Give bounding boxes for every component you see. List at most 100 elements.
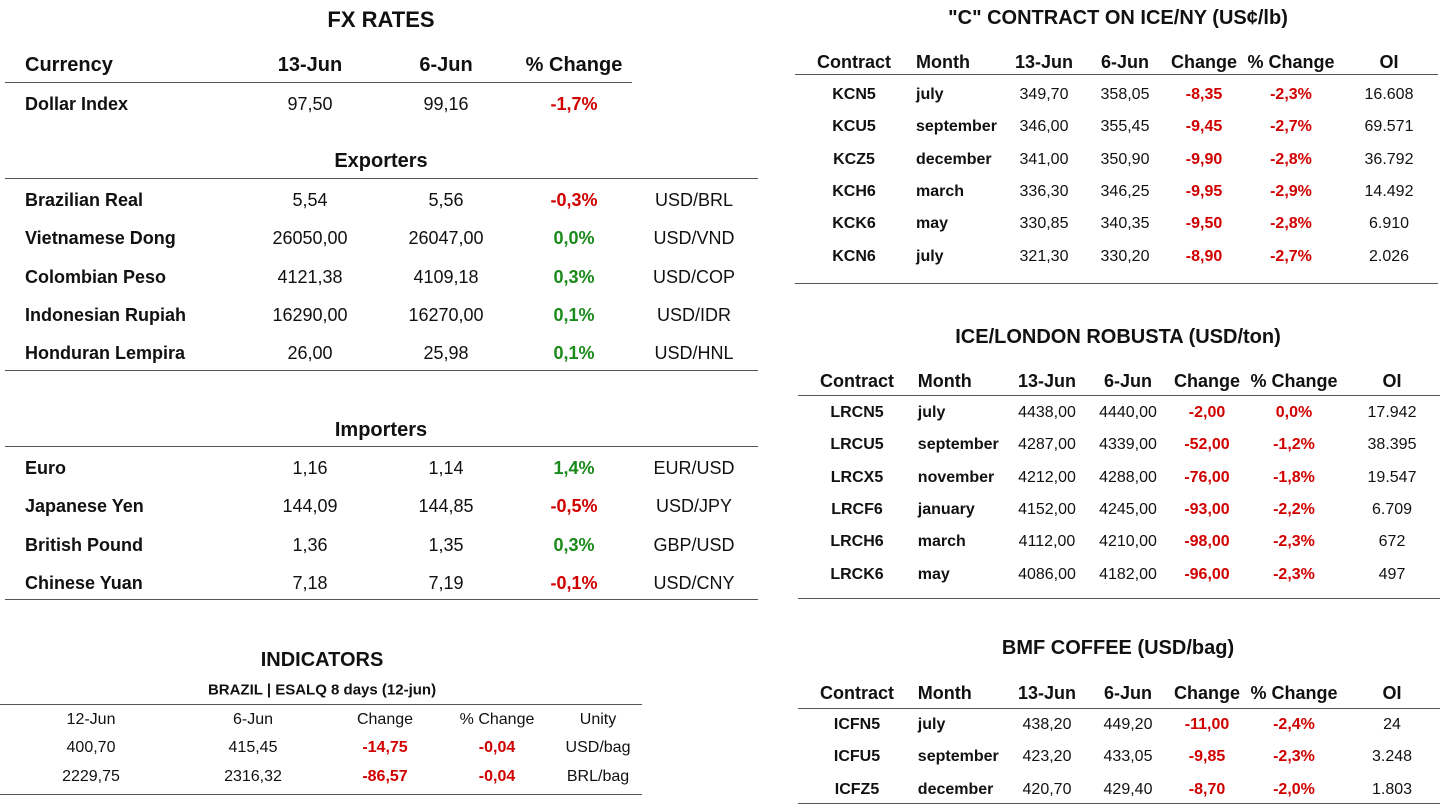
section-title: "C" CONTRACT ON ICE/NY (US¢/lb) [948,7,1288,29]
column-header: 13-Jun [277,54,343,76]
cell: july [917,716,946,733]
cell: -8,90 [1185,247,1223,265]
rule [798,598,1440,599]
cell: 1,35 [428,534,464,555]
cell: 144,85 [418,496,474,517]
cell: -9,45 [1185,118,1223,136]
cell: 4112,00 [1018,533,1076,551]
cell: 99,16 [423,94,469,114]
column-header: Change [1173,683,1241,703]
cell: 415,45 [228,739,278,756]
group-title: Importers [334,419,428,441]
group-title: Exporters [334,150,428,172]
cell: 349,70 [1019,86,1069,103]
cell: 4288,00 [1099,468,1157,486]
column-header: Contract [819,371,895,391]
cell: -2,3% [1273,533,1315,551]
cell: 26,00 [287,343,333,364]
column-header: 6-Jun [1100,52,1150,72]
cell: september [916,118,997,136]
cell: january [917,500,975,518]
column-header: 13-Jun [1014,52,1074,72]
cell: -9,95 [1185,182,1223,200]
column-header: Change [1173,371,1241,391]
cell: 346,00 [1019,118,1069,136]
cell: 336,30 [1019,182,1069,200]
cell: 4109,18 [413,266,479,287]
cell: 330,85 [1019,215,1069,233]
row-label: KCN6 [832,247,876,265]
column-header: OI [1382,683,1402,703]
row-label: LRCU5 [830,436,884,454]
cell: -2,7% [1270,118,1312,136]
cell: 4121,38 [277,266,343,287]
cell: 2.026 [1368,247,1410,265]
cell: november [917,468,995,486]
rule [795,74,1438,75]
column-header: 6-Jun [419,54,473,76]
cell: 497 [1378,565,1406,583]
column-header: Contract [819,683,895,703]
cell: 3.248 [1371,748,1413,766]
cell: -96,00 [1184,565,1230,583]
row-label: Chinese Yuan [25,572,143,593]
cell: 340,35 [1100,215,1150,233]
cell: 0,3% [553,534,595,555]
cell: USD/HNL [654,343,734,364]
rule [5,599,758,600]
cell: march [916,182,965,200]
cell: 24 [1383,716,1401,733]
cell: 36.792 [1364,150,1414,168]
row-label: KCK6 [832,215,876,233]
cell: 4182,00 [1099,565,1157,583]
cell: 358,05 [1100,86,1150,103]
rule [5,446,758,447]
rule [798,395,1440,396]
column-header: Unity [579,711,617,728]
cell: 4287,00 [1018,436,1076,454]
cell: -0,04 [478,739,516,756]
cell: 4086,00 [1018,565,1076,583]
row-label: ICFU5 [833,748,881,766]
cell: 1,36 [292,534,328,555]
row-label: LRCK6 [830,565,884,583]
column-header: Currency [25,54,113,76]
cell: GBP/USD [653,534,735,555]
cell: USD/CNY [653,572,735,593]
cell: USD/JPY [655,496,733,517]
cell: may [917,565,950,583]
column-header: Month [917,371,972,391]
cell: july [917,404,946,421]
cell: 0,0% [1275,404,1313,421]
cell: 420,70 [1022,780,1072,798]
section-title: INDICATORS [260,649,384,671]
column-header: 12-Jun [66,711,116,728]
cell: 26047,00 [408,228,484,249]
cell: -86,57 [362,768,408,785]
rule [5,82,632,83]
cell: -2,4% [1273,716,1315,733]
section-subtitle: BRAZIL | ESALQ 8 days (12-jun) [207,681,437,699]
cell: 38.395 [1367,436,1417,454]
row-label: Euro [25,458,67,478]
rule [798,708,1440,709]
cell: 6.910 [1368,215,1410,233]
cell: december [916,150,992,168]
cell: -2,8% [1270,215,1312,233]
cell: july [916,86,944,103]
cell: 26050,00 [272,228,348,249]
column-header: OI [1382,371,1402,391]
column-header: Change [356,711,414,728]
row-label: LRCF6 [831,500,883,518]
cell: -2,0% [1273,780,1315,798]
rule [5,178,758,179]
cell: -0,5% [550,496,598,517]
rule [798,803,1440,804]
row-label: LRCH6 [830,533,884,551]
cell: 400,70 [66,739,116,756]
cell: december [917,780,994,798]
cell: -1,2% [1273,436,1315,454]
row-label: Vietnamese Dong [25,228,176,249]
column-header: % Change [1250,683,1338,703]
